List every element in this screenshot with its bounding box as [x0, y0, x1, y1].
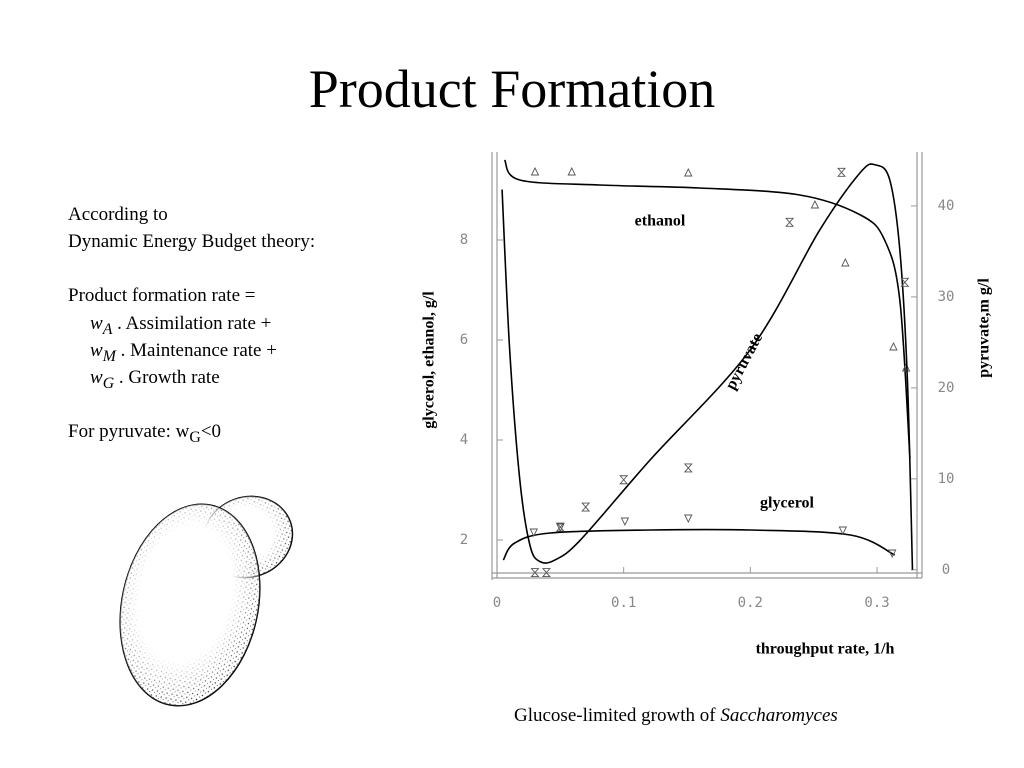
- curve: [501, 163, 914, 570]
- subscript: M: [102, 347, 116, 365]
- item-text: . Assimilation rate +: [117, 313, 272, 334]
- x-tick-label: 0.1: [611, 595, 636, 611]
- data-point: [810, 199, 820, 209]
- symbol: w: [90, 340, 103, 361]
- curve: [502, 528, 896, 561]
- curve-label: pyruvate: [722, 331, 766, 393]
- subscript: A: [102, 320, 113, 338]
- data-point: [529, 528, 538, 538]
- plot-area: 0 0.1 0.2 0.3 2 4 6 8 0 10 20 30 40 throughput rate, …: [421, 159, 993, 658]
- data-point: [567, 166, 576, 176]
- data-point: [838, 526, 848, 536]
- y2-tick-label: 0: [942, 562, 950, 578]
- slide-title: Product Formation: [308, 59, 716, 119]
- text: For pyruvate: w: [68, 421, 190, 442]
- y2-tick-label: 40: [938, 198, 955, 214]
- text-item: wA . Assimilation rate +: [90, 313, 271, 339]
- curve: [503, 159, 911, 459]
- y-axis-label: glycerol, ethanol, g/l: [421, 291, 438, 429]
- y2-tick-label: 30: [938, 289, 955, 305]
- y-tick-label: 4: [460, 432, 468, 448]
- data-point: [530, 166, 540, 176]
- text-line: Dynamic Energy Budget theory:: [68, 231, 316, 252]
- text-item: wG . Growth rate: [90, 367, 220, 393]
- y2-axis-label: pyruvate,m g/l: [976, 278, 993, 378]
- plot-frame: [491, 152, 923, 580]
- symbol: w: [90, 313, 103, 334]
- data-point: [556, 523, 565, 533]
- x-tick-label: 0: [493, 595, 501, 611]
- data-point: [837, 167, 847, 177]
- text-line: According to: [68, 204, 168, 225]
- curve-label: ethanol: [635, 213, 686, 230]
- y2-tick-label: 20: [938, 380, 955, 396]
- item-text: . Growth rate: [118, 367, 220, 388]
- x-tick-label: 0.2: [738, 595, 763, 611]
- curve-label: glycerol: [760, 495, 814, 512]
- data-point: [619, 475, 629, 485]
- text-line: Product formation rate =: [68, 285, 256, 306]
- y2-tick-label: 10: [938, 471, 955, 487]
- subscript: G: [102, 374, 115, 392]
- subscript: G: [189, 428, 201, 446]
- y-tick-label: 8: [460, 232, 468, 248]
- text: <0: [200, 421, 222, 442]
- data-point: [620, 517, 630, 527]
- y-tick-label: 6: [460, 332, 468, 348]
- data-point: [900, 277, 910, 287]
- data-point: [889, 341, 898, 351]
- data-point: [684, 167, 693, 177]
- data-point: [901, 362, 911, 372]
- caption: Glucose-limited growth of Saccharomyces: [514, 705, 838, 727]
- caption-text: Glucose-limited growth of: [514, 705, 716, 726]
- text-line: For pyruvate: wG<0: [68, 421, 221, 447]
- x-axis-label: throughput rate, 1/h: [756, 641, 895, 658]
- data-point: [555, 522, 565, 532]
- data-point: [541, 568, 551, 577]
- data-point: [683, 463, 693, 473]
- data-point: [785, 217, 795, 227]
- text-item: wM . Maintenance rate +: [90, 340, 277, 366]
- caption-emphasis: Saccharomyces: [720, 705, 838, 726]
- data-point: [581, 502, 591, 512]
- x-tick-label: 0.3: [864, 595, 889, 611]
- symbol: w: [90, 367, 103, 388]
- data-point: [841, 257, 850, 267]
- data-point: [887, 549, 897, 559]
- yeast-cell: [119, 495, 294, 707]
- item-text: . Maintenance rate +: [120, 340, 277, 361]
- data-point: [684, 514, 693, 524]
- y-tick-label: 2: [460, 532, 468, 548]
- data-point: [530, 568, 540, 577]
